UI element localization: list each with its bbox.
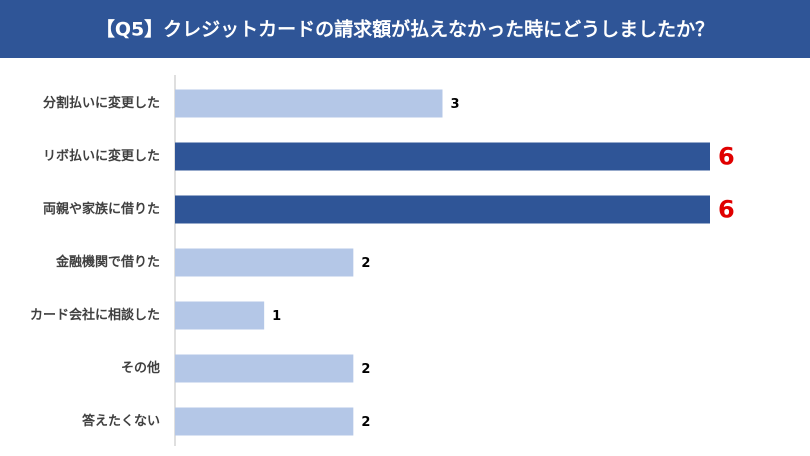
title-banner [0, 0, 810, 58]
category-label: カード会社に相談した [30, 307, 160, 323]
value-label: 6 [718, 196, 735, 224]
category-label: 金融機関で借りた [55, 254, 160, 270]
chart-title: 【Q5】クレジットカードの請求額が払えなかった時にどうしましたか？ [96, 18, 714, 41]
value-label: 2 [361, 256, 370, 271]
bar [175, 142, 710, 171]
bar [175, 301, 265, 330]
value-label: 6 [718, 143, 735, 171]
category-label: その他 [121, 360, 160, 376]
category-label: 分割払いに変更した [43, 95, 160, 111]
bar [175, 407, 354, 436]
bar [175, 89, 443, 118]
bar [175, 354, 354, 383]
category-label: 両親や家族に借りた [43, 201, 160, 217]
bar [175, 248, 354, 277]
value-label: 3 [451, 97, 460, 112]
value-label: 1 [272, 309, 281, 324]
category-label: リボ払いに変更した [43, 148, 160, 164]
value-label: 2 [361, 362, 370, 377]
bar [175, 195, 710, 224]
category-label: 答えたくない [82, 413, 160, 429]
value-label: 2 [361, 415, 370, 430]
